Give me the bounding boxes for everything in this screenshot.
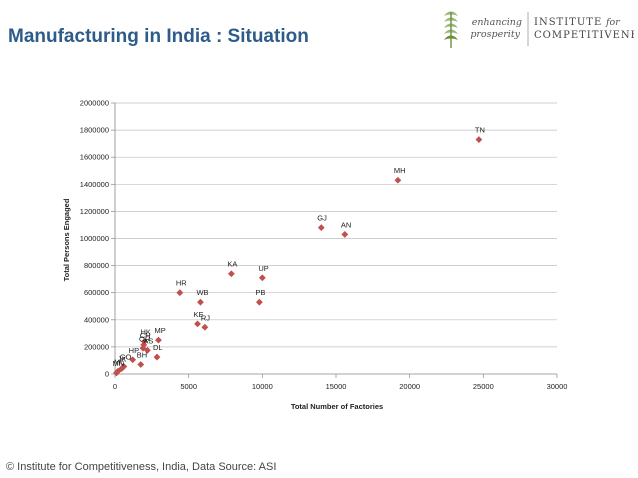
y-tick-labels: 0 200000 400000 600000 800000 1000000 1200000 1… (80, 99, 109, 379)
logo-name-2: COMPETITIVENESS (534, 30, 634, 41)
chart-axes (111, 102, 558, 378)
x-tick-label: 10000 (252, 382, 273, 391)
chart-grid (115, 102, 557, 348)
data-point-gj (317, 224, 325, 232)
data-label-mn: MN (112, 359, 124, 368)
data-point-ch (140, 341, 148, 349)
logo-name-1b: for (605, 17, 621, 28)
data-label-ka: KA (227, 260, 237, 269)
x-tick-label: 0 (113, 382, 117, 391)
y-axis-title: Total Persons Engaged (62, 198, 71, 281)
data-point-wb (197, 298, 204, 306)
data-label-an: AN (341, 220, 351, 229)
x-tick-label: 25000 (473, 382, 494, 391)
data-label-go: GO (120, 353, 132, 362)
wheat-leaf-icon (444, 11, 458, 48)
data-label-ke: KE (194, 310, 204, 319)
y-tick-label: 600000 (84, 288, 109, 297)
data-label-dl: DL (153, 343, 163, 352)
logo-tagline-2: prosperity (470, 29, 520, 40)
data-label-bh: BH (137, 351, 147, 360)
data-label-pb: PB (255, 288, 265, 297)
y-tick-label: 1800000 (80, 126, 109, 135)
data-point-hr (176, 289, 184, 297)
data-point-as (144, 346, 151, 354)
y-tick-label: 800000 (84, 261, 109, 270)
x-tick-labels: 0 5000 10000 15000 20000 25000 30000 (113, 382, 568, 391)
data-points (113, 136, 483, 377)
data-point-rj (201, 323, 209, 331)
data-label-gj: GJ (317, 214, 327, 223)
data-label-hr: HR (176, 279, 187, 288)
x-axis-title: Total Number of Factories (291, 402, 383, 411)
data-label-ch: CH (140, 331, 151, 340)
y-tick-label: 400000 (84, 315, 109, 324)
logo-name-1: INSTITUTE (534, 17, 602, 28)
data-label-jk: JK (118, 355, 127, 364)
data-label-rj: RJ (201, 313, 210, 322)
data-point-ke (194, 320, 201, 328)
data-label-ml: ML (114, 357, 124, 366)
y-tick-label: 2000000 (80, 99, 109, 108)
data-point-mp (155, 336, 162, 344)
logo-tagline-1: enhancing (472, 17, 522, 28)
data-label-hp: HP (129, 346, 139, 355)
data-point-tn (475, 136, 483, 143)
data-label-hk: HK (140, 327, 150, 336)
y-tick-label: 1200000 (80, 207, 109, 216)
data-point-dl (153, 353, 161, 361)
data-label-tn: TN (475, 126, 485, 135)
y-tick-label: 1400000 (80, 180, 109, 189)
y-tick-label: 200000 (84, 342, 109, 351)
y-tick-label: 0 (105, 370, 109, 379)
data-point-mn (113, 369, 120, 377)
data-label-wb: WB (196, 288, 208, 297)
x-tick-label: 20000 (399, 382, 420, 391)
data-point-up (258, 274, 266, 282)
data-label-or: OR (139, 334, 151, 343)
data-label-as: AS (143, 336, 153, 345)
data-point-an (341, 231, 349, 238)
data-label-mh: MH (394, 166, 406, 175)
data-point-mh (394, 176, 402, 184)
x-tick-label: 5000 (180, 382, 197, 391)
slide-footer: © Institute for Competitiveness, India, … (6, 461, 277, 473)
institute-logo: enhancing prosperity INSTITUTE for COMPE… (444, 11, 634, 48)
data-point-ka (227, 270, 235, 278)
data-point-bh (137, 361, 145, 368)
data-point-pb (255, 298, 263, 306)
y-tick-label: 1000000 (80, 234, 109, 243)
data-label-up: UP (258, 264, 268, 273)
x-tick-label: 15000 (326, 382, 347, 391)
slide-title: Manufacturing in India : Situation (8, 26, 309, 47)
data-point-or (139, 344, 147, 352)
data-label-mp: MP (154, 326, 165, 335)
y-tick-label: 1600000 (80, 153, 109, 162)
data-point-hp (129, 356, 137, 364)
x-tick-label: 30000 (547, 382, 568, 391)
